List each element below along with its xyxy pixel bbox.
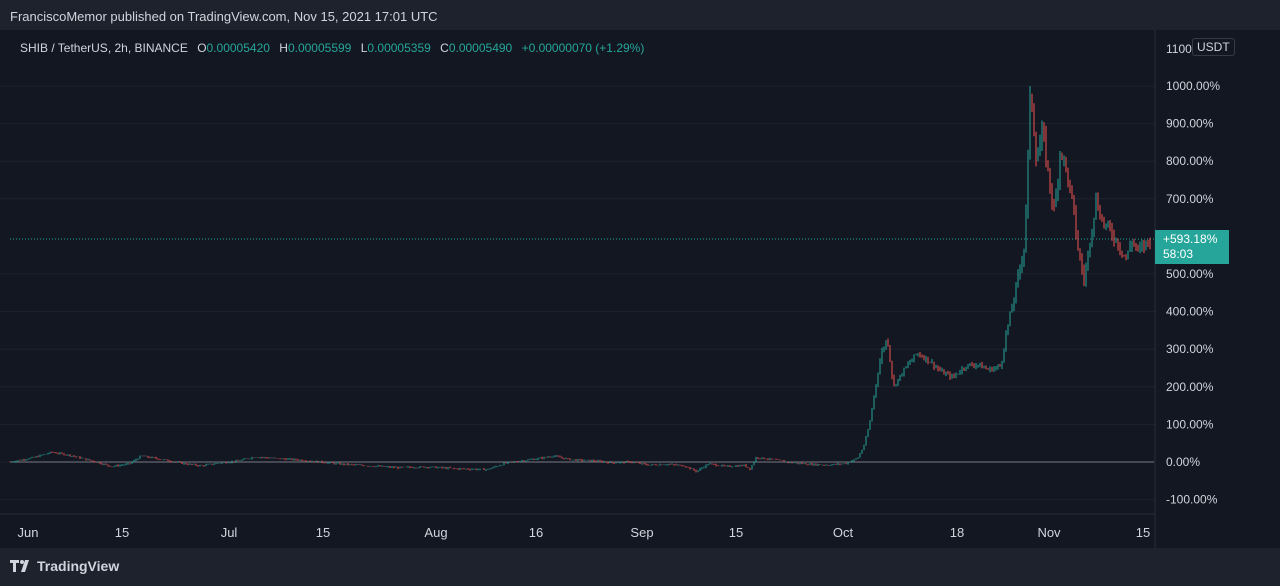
y-tick-label: 400.00%	[1166, 305, 1214, 319]
ohlc-legend: SHIB / TetherUS, 2h, BINANCE O0.00005420…	[20, 41, 644, 55]
low-label: L	[360, 41, 368, 55]
x-tick-label: 15	[1136, 525, 1150, 540]
last-price-label: +593.18% 58:03	[1155, 230, 1229, 264]
x-tick-label: 15	[115, 525, 129, 540]
y-tick-label: 900.00%	[1166, 117, 1214, 131]
symbol-label: SHIB / TetherUS, 2h, BINANCE	[20, 41, 188, 55]
close-value: 0.00005490	[448, 41, 513, 55]
last-price-percent: +593.18%	[1163, 232, 1218, 246]
high-value: 0.00005599	[287, 41, 352, 55]
y-tick-label: -100.00%	[1166, 493, 1218, 507]
y-tick-label: 700.00%	[1166, 192, 1214, 206]
high-label: H	[279, 41, 288, 55]
x-tick-label: 15	[729, 525, 743, 540]
candles	[9, 85, 1151, 473]
open-value: 0.00005420	[206, 41, 270, 55]
publish-header: FranciscoMemor published on TradingView.…	[10, 9, 438, 24]
x-axis: Jun 15 Jul 15 Aug 16 Sep 15 Oct 18 Nov 15	[18, 525, 1151, 540]
price-chart[interactable]: 1000.00% 900.00% 800.00% 700.00% 500.00% 400.…	[0, 30, 1280, 548]
currency-button[interactable]: USDT	[1192, 38, 1235, 56]
close-label: C	[440, 41, 449, 55]
tradingview-logo-icon	[10, 560, 29, 572]
x-tick-label: 15	[316, 525, 330, 540]
low-value: 0.00005359	[367, 41, 431, 55]
y-axis: 1000.00% 900.00% 800.00% 700.00% 500.00% 400.…	[1166, 42, 1220, 507]
bar-countdown: 58:03	[1163, 247, 1194, 261]
x-tick-label: Nov	[1037, 525, 1061, 540]
grid-lines	[0, 85, 1155, 501]
y-tick-label: 0.00%	[1166, 455, 1200, 469]
x-tick-label: 18	[950, 525, 964, 540]
y-tick-label: 200.00%	[1166, 380, 1214, 394]
open-label: O	[197, 41, 207, 55]
footer-brand-label: TradingView	[37, 558, 120, 574]
x-tick-label: Jul	[221, 525, 238, 540]
change-value: +0.00000070 (+1.29%)	[521, 41, 645, 55]
y-tick-label: 100.00%	[1166, 417, 1214, 431]
y-tick-label: 300.00%	[1166, 342, 1214, 356]
y-tick-label-top: 1100	[1166, 42, 1192, 56]
y-tick-label: 500.00%	[1166, 267, 1214, 281]
x-tick-label: Aug	[424, 525, 447, 540]
footer-brand[interactable]: TradingView	[10, 558, 119, 574]
x-tick-label: Jun	[18, 525, 39, 540]
x-tick-label: 16	[529, 525, 543, 540]
y-tick-label: 1000.00%	[1166, 79, 1220, 93]
y-tick-label: 800.00%	[1166, 154, 1214, 168]
x-tick-label: Oct	[833, 525, 854, 540]
x-tick-label: Sep	[630, 525, 653, 540]
